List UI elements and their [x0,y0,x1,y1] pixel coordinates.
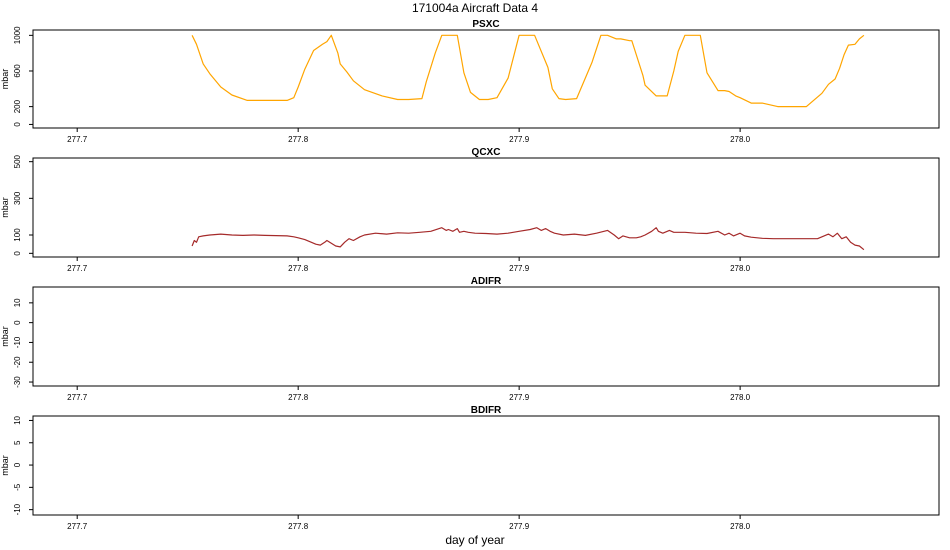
y-tick-label: 100 [13,228,22,242]
x-tick-label: 277.9 [509,393,530,402]
plot-frame [32,286,940,387]
y-tick-label: 300 [13,191,22,205]
y-tick-label: -30 [13,376,22,388]
x-tick-label: 277.7 [67,393,88,402]
y-tick-label: 200 [13,99,22,113]
y-tick-label: 0 [13,251,22,256]
x-tick-label: 277.7 [67,264,88,273]
x-tick-label: 277.7 [67,522,88,531]
plot-frame [32,157,940,258]
plot-frame [32,415,940,516]
y-tick-label: 0 [13,320,22,325]
panel-qcxc: QCXC mbar 0 100 300 500 277.7 277.8 277.9 278.0 [0,147,940,273]
series-line-psxc [191,34,865,108]
y-tick-label: -10 [13,503,22,515]
y-tick-label: 10 [13,298,22,307]
figure-title: 171004a Aircraft Data 4 [412,1,538,15]
panel-title: BDIFR [471,405,502,416]
y-tick-label: 600 [13,64,22,78]
x-tick-label: 277.8 [288,522,309,531]
x-tick-label: 278.0 [730,393,751,402]
panel-adifr: ADIFR mbar -30 -20 -10 0 10 277.7 277.8 277.9 278.… [0,276,940,402]
x-tick-label: 278.0 [730,135,751,144]
x-axis-label: day of year [445,533,504,547]
x-tick-label: 278.0 [730,522,751,531]
y-tick-label: 0 [13,122,22,127]
x-tick-label: 277.8 [288,264,309,273]
x-tick-label: 277.8 [288,135,309,144]
y-axis-label: mbar [0,455,10,476]
panel-title: PSXC [472,19,499,30]
panel-title: QCXC [472,147,501,158]
panel-psxc: PSXC mbar 0 200 600 1000 277.7 277.8 277.9 278.0 [0,19,940,144]
y-axis-label: mbar [0,197,10,218]
y-tick-label: 10 [13,415,22,424]
panel-title: ADIFR [471,276,502,287]
y-axis-label: mbar [0,69,10,90]
series-line-qcxc [191,227,865,251]
panel-bdifr: BDIFR mbar -10 -5 0 5 10 277.7 277.8 277.9 278.0 [0,405,940,531]
y-tick-label: -5 [13,483,22,491]
x-tick-label: 277.9 [509,135,530,144]
x-tick-label: 277.9 [509,522,530,531]
plot-frame [32,29,940,129]
y-axis-label: mbar [0,326,10,347]
x-tick-label: 277.9 [509,264,530,273]
x-tick-label: 277.7 [67,135,88,144]
y-tick-label: 0 [13,462,22,467]
x-tick-label: 278.0 [730,264,751,273]
y-tick-label: -20 [13,356,22,368]
y-tick-label: -10 [13,336,22,348]
y-tick-label: 1000 [13,26,22,44]
y-tick-label: 5 [13,440,22,445]
y-tick-label: 500 [13,154,22,168]
x-tick-label: 277.8 [288,393,309,402]
